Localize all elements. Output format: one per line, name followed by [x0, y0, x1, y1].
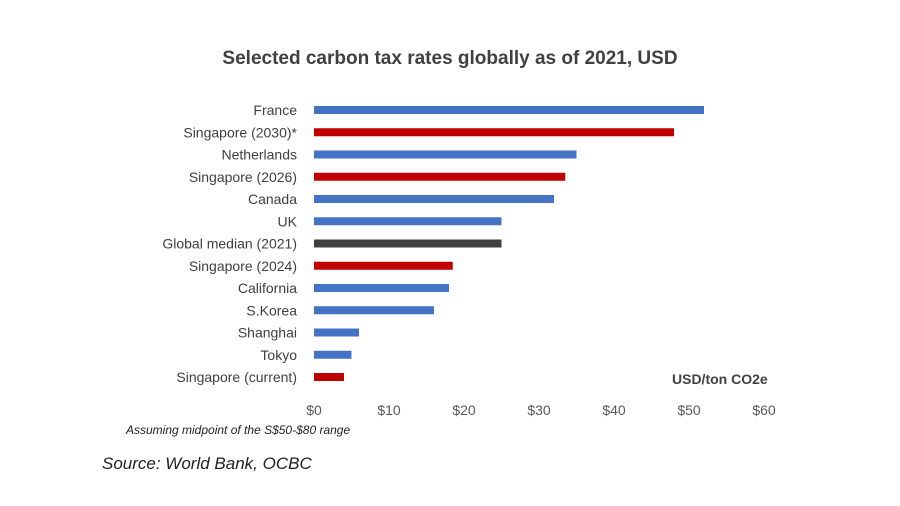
- bar-tokyo: [314, 350, 352, 359]
- bar-france: [314, 106, 704, 114]
- bar-global-median-2021: [314, 239, 502, 248]
- unit-label: USD/ton CO2e: [672, 371, 768, 387]
- category-label-s-korea: S.Korea: [246, 302, 297, 318]
- chart-title: Selected carbon tax rates globally as of…: [222, 48, 678, 69]
- category-label-shanghai: Shanghai: [238, 325, 297, 341]
- category-label-california: California: [238, 280, 297, 296]
- x-tick-label: $0: [306, 402, 322, 418]
- category-label-netherlands: Netherlands: [222, 147, 298, 163]
- category-label-singapore-2024: Singapore (2024): [189, 258, 297, 274]
- bars-layer: [314, 106, 704, 381]
- bar-canada: [314, 195, 554, 203]
- x-tick-label: $20: [452, 402, 476, 418]
- category-label-tokyo: Tokyo: [260, 347, 297, 363]
- bar-uk: [314, 217, 502, 226]
- bar-s-korea: [314, 306, 434, 315]
- category-label-global-median-2021: Global median (2021): [162, 236, 297, 252]
- bar-singapore-2030: [314, 128, 674, 137]
- category-label-singapore-current: Singapore (current): [176, 369, 297, 385]
- x-tick-label: $50: [677, 402, 701, 418]
- category-label-france: France: [253, 102, 297, 118]
- source-note: Source: World Bank, OCBC: [102, 454, 312, 473]
- bar-netherlands: [314, 150, 577, 159]
- x-axis-ticks: $0 $10 $20 $30 $40 $50 $60: [306, 402, 776, 418]
- category-label-singapore-2026: Singapore (2026): [189, 169, 297, 185]
- bar-singapore-2026: [314, 172, 566, 181]
- category-label-canada: Canada: [248, 191, 297, 207]
- bar-shanghai: [314, 328, 359, 337]
- x-tick-label: $10: [377, 402, 401, 418]
- x-tick-label: $60: [752, 402, 776, 418]
- bar-california: [314, 284, 449, 292]
- x-tick-label: $30: [527, 402, 551, 418]
- footnote: Assuming midpoint of the S$50-$80 range: [126, 423, 351, 437]
- category-label-uk: UK: [278, 213, 298, 229]
- x-tick-label: $40: [602, 402, 626, 418]
- category-label-singapore-2030: Singapore (2030)*: [183, 124, 297, 140]
- bar-singapore-2024: [314, 261, 453, 270]
- bar-singapore-current: [314, 373, 344, 381]
- category-labels: France Singapore (2030)* Netherlands Singap…: [162, 102, 297, 385]
